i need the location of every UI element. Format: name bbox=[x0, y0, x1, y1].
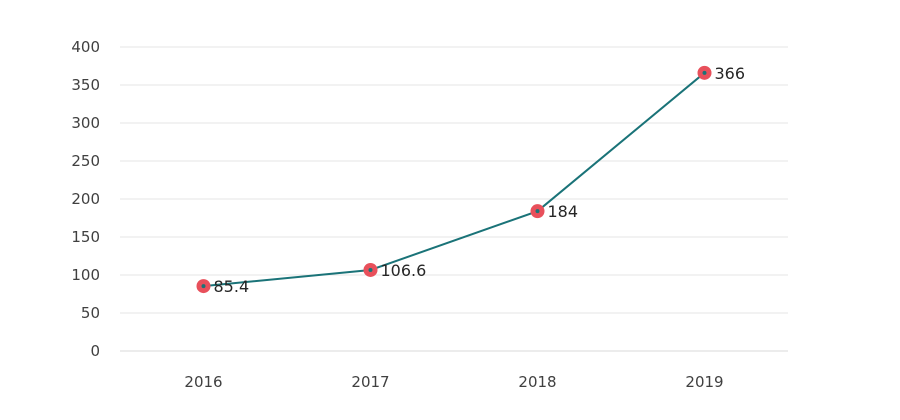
series-line bbox=[203, 72, 706, 288]
x-tick-label: 2016 bbox=[184, 373, 222, 391]
data-points bbox=[196, 65, 712, 294]
y-axis-ticks: 0 50 100 150 200 250 300 350 400 bbox=[71, 38, 100, 360]
data-label: 85.4 bbox=[214, 277, 250, 296]
x-axis-ticks: 2016 2017 2018 2019 bbox=[184, 373, 723, 391]
y-tick-label: 100 bbox=[71, 266, 100, 284]
data-label: 106.6 bbox=[381, 261, 427, 280]
y-tick-label: 50 bbox=[81, 304, 100, 322]
y-tick-label: 350 bbox=[71, 76, 100, 94]
x-tick-label: 2017 bbox=[351, 373, 389, 391]
gridlines bbox=[120, 46, 788, 352]
data-label: 366 bbox=[715, 64, 746, 83]
y-tick-label: 150 bbox=[71, 228, 100, 246]
x-tick-label: 2018 bbox=[518, 373, 556, 391]
data-point-center bbox=[368, 267, 373, 272]
y-tick-label: 250 bbox=[71, 152, 100, 170]
data-labels: 85.4 106.6 184 366 bbox=[214, 64, 746, 296]
y-tick-label: 0 bbox=[90, 342, 100, 360]
y-tick-label: 200 bbox=[71, 190, 100, 208]
data-point-center bbox=[702, 70, 707, 75]
y-tick-label: 400 bbox=[71, 38, 100, 56]
data-label: 184 bbox=[548, 202, 579, 221]
y-tick-label: 300 bbox=[71, 114, 100, 132]
data-point-center bbox=[201, 284, 206, 289]
data-point-center bbox=[535, 209, 540, 214]
x-tick-label: 2019 bbox=[685, 373, 723, 391]
